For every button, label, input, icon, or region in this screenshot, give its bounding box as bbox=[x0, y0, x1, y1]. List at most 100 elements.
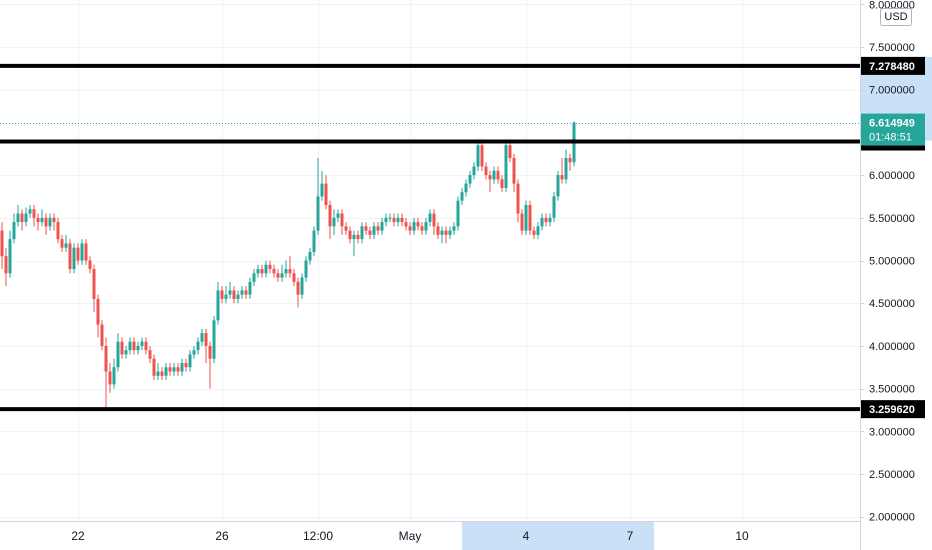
candle-body bbox=[120, 341, 124, 355]
candle-body bbox=[44, 217, 48, 227]
candle-body bbox=[96, 298, 100, 325]
candle bbox=[548, 213, 552, 227]
candle-body bbox=[196, 341, 200, 351]
candle-body bbox=[4, 256, 8, 274]
candle bbox=[284, 260, 288, 278]
candle bbox=[332, 209, 336, 235]
x-axis[interactable]: 22 26 12:00 May 4 7 10 bbox=[71, 529, 749, 543]
candle bbox=[140, 337, 144, 351]
candle bbox=[336, 209, 340, 223]
candle-body bbox=[444, 230, 448, 235]
candle-body bbox=[272, 269, 276, 274]
candle-body bbox=[516, 183, 520, 214]
candle-body bbox=[532, 230, 536, 235]
candle-body bbox=[392, 217, 396, 223]
y-tick-label: 3.000000 bbox=[869, 426, 915, 438]
candle-body bbox=[132, 341, 136, 351]
candle bbox=[276, 269, 280, 282]
candle bbox=[80, 239, 84, 265]
level-tag-label: 3.259620 bbox=[869, 404, 915, 416]
currency-button[interactable]: USD bbox=[880, 8, 912, 26]
candle-body bbox=[200, 333, 204, 342]
x-tick-label: 7 bbox=[627, 529, 634, 543]
candle bbox=[460, 187, 464, 205]
y-tick-label: 7.000000 bbox=[869, 85, 915, 97]
candle bbox=[372, 222, 376, 240]
y-axis[interactable]: 8.000000 7.500000 7.000000 6.000000 5.500000… bbox=[860, 0, 915, 524]
candle-body bbox=[540, 217, 544, 227]
candle bbox=[364, 222, 368, 235]
candle bbox=[112, 358, 116, 389]
candle bbox=[480, 140, 484, 171]
candle-body bbox=[376, 226, 380, 231]
candle-body bbox=[424, 222, 428, 231]
candle-body bbox=[564, 158, 568, 180]
candle bbox=[204, 328, 208, 363]
candle bbox=[356, 230, 360, 244]
candle bbox=[440, 226, 444, 244]
candle-body bbox=[276, 273, 280, 278]
candle bbox=[292, 269, 296, 287]
candle bbox=[532, 226, 536, 240]
candle-body bbox=[56, 222, 60, 240]
candle bbox=[540, 213, 544, 231]
candle bbox=[216, 281, 220, 325]
candle bbox=[228, 281, 232, 299]
candle bbox=[464, 179, 468, 197]
candle-body bbox=[296, 281, 300, 295]
candle bbox=[156, 362, 160, 381]
candle bbox=[344, 222, 348, 235]
candle bbox=[348, 226, 352, 244]
candle-body bbox=[536, 226, 540, 235]
candle bbox=[8, 230, 12, 278]
candle-body bbox=[380, 222, 384, 231]
candle-body bbox=[288, 269, 292, 274]
candle-body bbox=[244, 290, 248, 295]
x-tick-label: 12:00 bbox=[303, 529, 333, 543]
candle-body bbox=[256, 269, 260, 274]
candle-body bbox=[28, 209, 32, 214]
candle bbox=[412, 217, 416, 235]
candle bbox=[572, 121, 576, 167]
candle bbox=[508, 140, 512, 163]
candle bbox=[456, 196, 460, 231]
candle-body bbox=[64, 243, 68, 248]
candle-body bbox=[432, 213, 436, 227]
candle-body bbox=[220, 290, 224, 299]
candle-body bbox=[136, 345, 140, 351]
candle bbox=[384, 213, 388, 227]
candle-body bbox=[544, 217, 548, 223]
candle-body bbox=[48, 217, 52, 227]
candle bbox=[152, 354, 156, 381]
horizontal-levels[interactable] bbox=[0, 63, 860, 412]
candle bbox=[60, 234, 64, 252]
candle-body bbox=[84, 243, 88, 261]
candle-body bbox=[420, 226, 424, 231]
candle bbox=[400, 213, 404, 227]
candle bbox=[200, 328, 204, 346]
candle-body bbox=[20, 213, 24, 223]
candle bbox=[72, 243, 76, 274]
candle bbox=[388, 213, 392, 223]
candle bbox=[312, 226, 316, 257]
candle-body bbox=[264, 264, 268, 274]
candle-body bbox=[460, 192, 464, 201]
candle-body bbox=[168, 367, 172, 372]
candle-body bbox=[176, 367, 180, 372]
candle-body bbox=[396, 217, 400, 223]
candle-body bbox=[112, 367, 116, 385]
candle-body bbox=[428, 213, 432, 223]
level-tag-label: 7.278480 bbox=[869, 61, 915, 73]
candle bbox=[232, 286, 236, 304]
candle bbox=[444, 226, 448, 244]
candle-body bbox=[92, 269, 96, 299]
candle bbox=[452, 222, 456, 235]
candle bbox=[116, 333, 120, 372]
candle bbox=[136, 341, 140, 355]
candle-body bbox=[104, 345, 108, 372]
candle bbox=[380, 217, 384, 235]
candle bbox=[268, 260, 272, 274]
candle-body bbox=[468, 175, 472, 184]
